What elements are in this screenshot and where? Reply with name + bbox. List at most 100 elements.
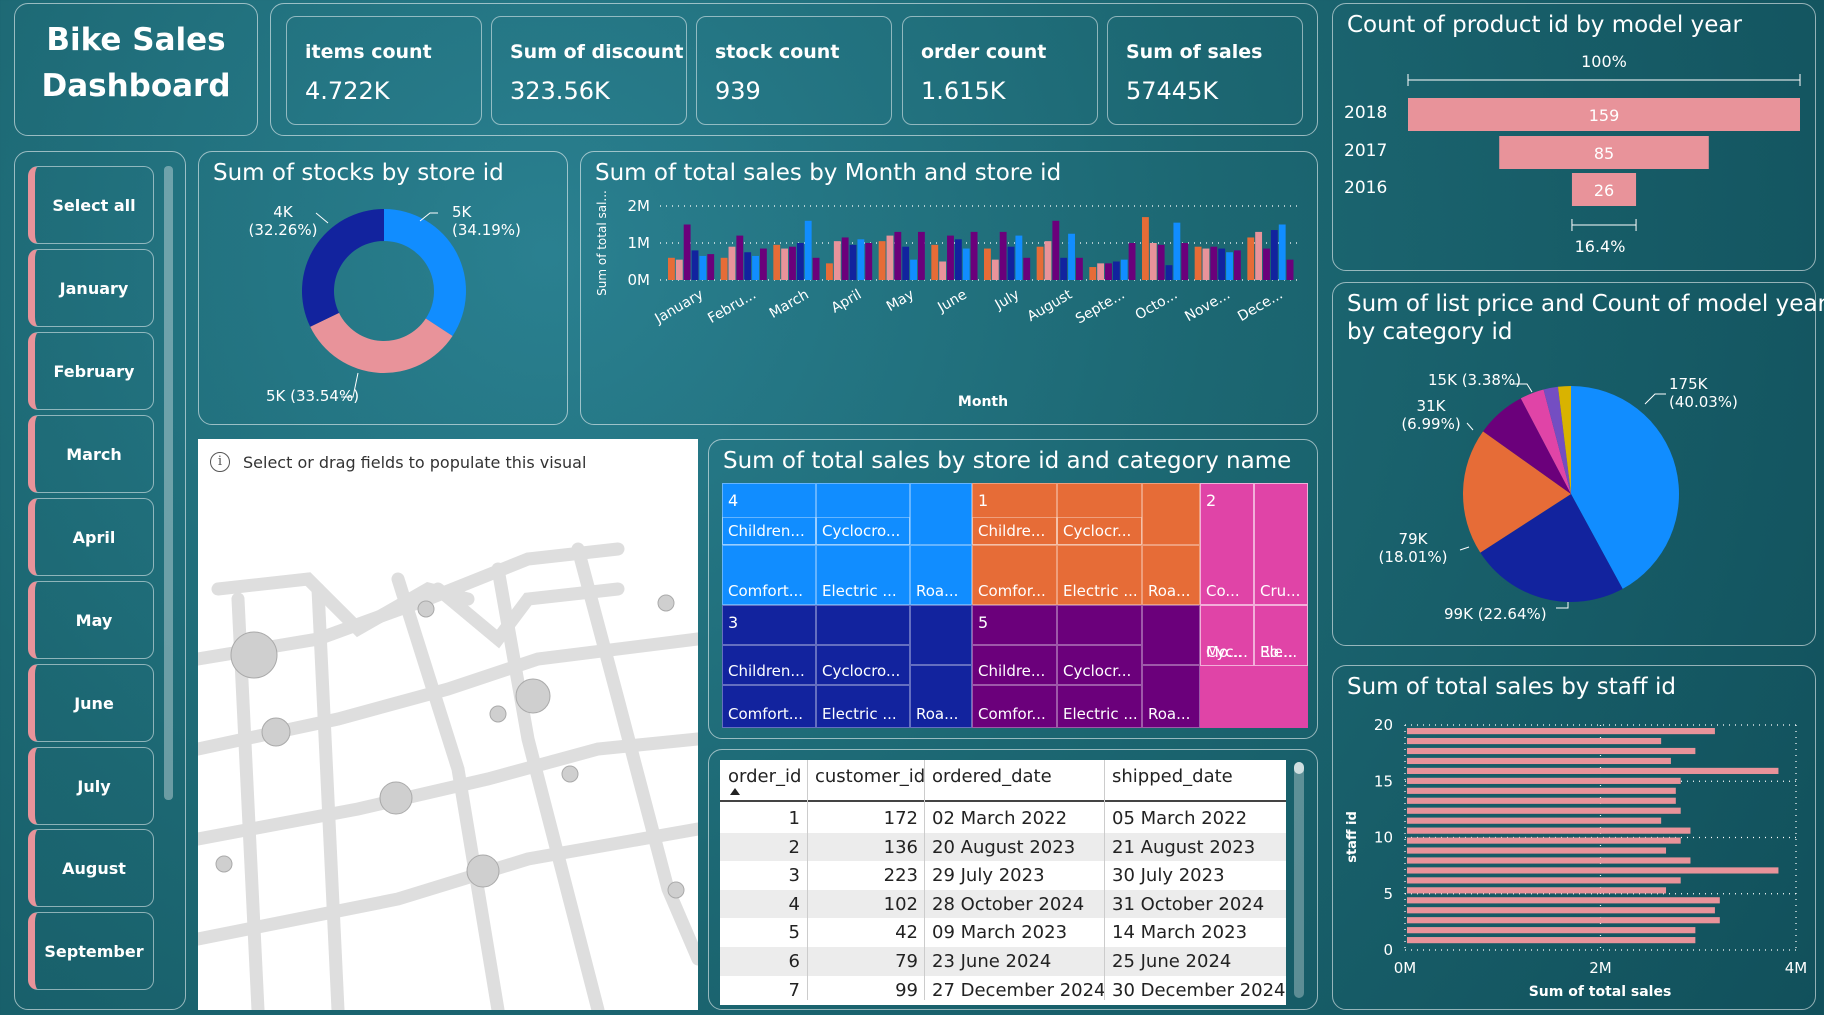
treemap-cell[interactable] bbox=[972, 605, 1057, 645]
slicer-item-select-all[interactable]: Select all bbox=[28, 166, 154, 244]
bar bbox=[931, 244, 939, 280]
treemap-cell[interactable]: Cyclocro... bbox=[816, 517, 910, 545]
treemap-cell[interactable] bbox=[972, 483, 1057, 545]
bar bbox=[894, 231, 902, 280]
map-placeholder-graphic bbox=[198, 542, 698, 1010]
treemap-cell[interactable] bbox=[910, 483, 972, 545]
treemap-cell[interactable]: Electric ... bbox=[816, 685, 910, 728]
treemap-cell[interactable] bbox=[1142, 483, 1200, 545]
treemap-cell[interactable]: Ro... bbox=[1254, 605, 1308, 666]
treemap-cell[interactable]: Cyclocro... bbox=[816, 645, 910, 685]
bar bbox=[744, 252, 752, 280]
sales-by-month-chart[interactable]: 0M 1M 2M Sum of total sal... Month JanuaryFeb… bbox=[580, 151, 1318, 425]
treemap-cell[interactable] bbox=[1254, 483, 1308, 605]
table-row[interactable]: 7 99 27 December 2024 30 December 2024 bbox=[720, 975, 1286, 1005]
sales-treemap[interactable]: 4 Children... Cyclocro... Comfort... Electri… bbox=[722, 483, 1308, 728]
treemap-group[interactable]: 1 Childre... Cyclocr... Comfor... Electric .… bbox=[972, 483, 1200, 605]
bar bbox=[789, 246, 796, 280]
treemap-cell[interactable]: Children... bbox=[722, 645, 816, 685]
treemap-cell[interactable] bbox=[722, 483, 816, 545]
treemap-cell[interactable]: Comfort... bbox=[722, 685, 816, 728]
treemap-cell-label: Comfor... bbox=[978, 582, 1046, 600]
slicer-item-may[interactable]: May bbox=[28, 581, 154, 659]
bar bbox=[1112, 261, 1120, 280]
table-row[interactable]: 3 223 29 July 2023 30 July 2023 bbox=[720, 861, 1286, 891]
stocks-donut-chart[interactable] bbox=[198, 151, 568, 425]
treemap-group[interactable]: 2 Co... Cru... Mo... Ro... Cyc... Ele... bbox=[1200, 483, 1308, 728]
slicer-item-february[interactable]: February bbox=[28, 332, 154, 410]
treemap-cell[interactable]: Cyclocr... bbox=[1057, 645, 1142, 685]
treemap-cell[interactable]: Cyc... bbox=[1200, 605, 1254, 666]
table-row[interactable]: 6 79 23 June 2024 25 June 2024 bbox=[720, 947, 1286, 976]
treemap-cell[interactable]: Electric ... bbox=[1057, 685, 1142, 728]
table-row[interactable]: 4 102 28 October 2024 31 October 2024 bbox=[720, 889, 1286, 919]
treemap-cell[interactable]: Comfor... bbox=[972, 545, 1057, 605]
col-customer-id[interactable]: customer_id bbox=[815, 766, 926, 787]
bar bbox=[1247, 237, 1255, 280]
col-ordered-date[interactable]: ordered_date bbox=[932, 766, 1052, 787]
pie-leader bbox=[1459, 546, 1470, 551]
model-year-funnel-chart[interactable]: 100% 159 2018 85 2017 26 2016 16.4% bbox=[1332, 3, 1816, 271]
treemap-cell[interactable]: Mo... bbox=[1200, 605, 1254, 666]
treemap-group-label: 2 bbox=[1206, 491, 1217, 510]
treemap-cell[interactable] bbox=[910, 605, 972, 665]
table-scrollbar[interactable] bbox=[1294, 762, 1304, 998]
treemap-cell[interactable] bbox=[1057, 605, 1142, 645]
table-row[interactable]: 2 136 20 August 2023 21 August 2023 bbox=[720, 832, 1286, 862]
slicer-item-april[interactable]: April bbox=[28, 498, 154, 576]
treemap-cell[interactable]: Co... bbox=[1200, 483, 1254, 605]
treemap-cell[interactable] bbox=[816, 483, 910, 545]
treemap-cell[interactable] bbox=[1200, 483, 1254, 605]
treemap-cell[interactable]: Electric ... bbox=[816, 545, 910, 605]
treemap-cell[interactable]: Roa... bbox=[910, 545, 972, 605]
treemap-cell[interactable]: Comfor... bbox=[972, 685, 1057, 728]
treemap-cell[interactable] bbox=[722, 605, 816, 645]
list-price-pie-chart[interactable] bbox=[1332, 282, 1816, 646]
treemap-cell[interactable]: Children... bbox=[722, 517, 816, 545]
treemap-cell[interactable]: Roa... bbox=[1142, 545, 1200, 605]
slicer-scrollbar[interactable] bbox=[164, 166, 173, 800]
bar bbox=[984, 248, 991, 280]
treemap-cell[interactable]: Comfort... bbox=[722, 545, 816, 605]
slicer-item-june[interactable]: June bbox=[28, 664, 154, 742]
staff-sales-bar-chart[interactable]: 0M 2M 4M 0 5 10 15 20 Sum of total sales staff id bbox=[1332, 665, 1816, 1010]
treemap-group[interactable]: 5 Childre... Cyclocr... Comfor... Electric .… bbox=[972, 605, 1200, 728]
treemap-group-label: 4 bbox=[728, 491, 739, 510]
sales-by-month-card: Sum of total sales by Month and store id bbox=[580, 151, 1318, 425]
treemap-group[interactable]: 4 Children... Cyclocro... Comfort... Electri… bbox=[722, 483, 972, 605]
col-shipped-date[interactable]: shipped_date bbox=[1112, 766, 1233, 787]
table-row[interactable]: 1 172 02 March 2022 05 March 2022 bbox=[720, 804, 1286, 833]
treemap-cell[interactable]: Childre... bbox=[972, 517, 1057, 545]
bar bbox=[970, 231, 978, 280]
treemap-group-label: 3 bbox=[728, 613, 739, 632]
treemap-cell[interactable] bbox=[816, 605, 910, 645]
orders-table[interactable]: order_id customer_id ordered_date shippe… bbox=[720, 760, 1286, 1005]
treemap-cell[interactable]: Cyclocr... bbox=[1057, 517, 1142, 545]
treemap-cell[interactable]: Roa... bbox=[1142, 665, 1200, 728]
col-order-id[interactable]: order_id bbox=[728, 766, 802, 787]
treemap-cell[interactable]: Electric ... bbox=[1057, 545, 1142, 605]
bar bbox=[1173, 222, 1181, 280]
treemap-cell[interactable]: Childre... bbox=[972, 645, 1057, 685]
slicer-item-january[interactable]: January bbox=[28, 249, 154, 327]
treemap-cell[interactable]: Ele... bbox=[1254, 605, 1308, 666]
treemap-cell[interactable] bbox=[1142, 605, 1200, 665]
treemap-group[interactable]: 3 Children... Cyclocro... Comfort... Electri… bbox=[722, 605, 972, 728]
map-visual[interactable]: i Select or drag fields to populate this… bbox=[198, 439, 698, 1010]
slicer-item-march[interactable]: March bbox=[28, 415, 154, 493]
slicer-item-july[interactable]: July bbox=[28, 747, 154, 825]
y-tick-label: 20 bbox=[1374, 716, 1393, 734]
slicer-item-september[interactable]: September bbox=[28, 912, 154, 990]
treemap-cell[interactable]: Cru... bbox=[1254, 483, 1308, 605]
treemap-cell[interactable] bbox=[1057, 483, 1142, 545]
table-row[interactable]: 5 42 09 March 2023 14 March 2023 bbox=[720, 918, 1286, 948]
x-axis-label: Month bbox=[958, 394, 1008, 410]
bar bbox=[878, 241, 886, 280]
y-tick-label: 0M bbox=[628, 271, 651, 289]
bar bbox=[1407, 927, 1696, 934]
bar bbox=[1142, 217, 1149, 280]
slicer-item-august[interactable]: August bbox=[28, 829, 154, 907]
x-tick-label: June bbox=[934, 287, 969, 317]
bar bbox=[675, 259, 683, 280]
treemap-cell[interactable]: Roa... bbox=[910, 665, 972, 728]
